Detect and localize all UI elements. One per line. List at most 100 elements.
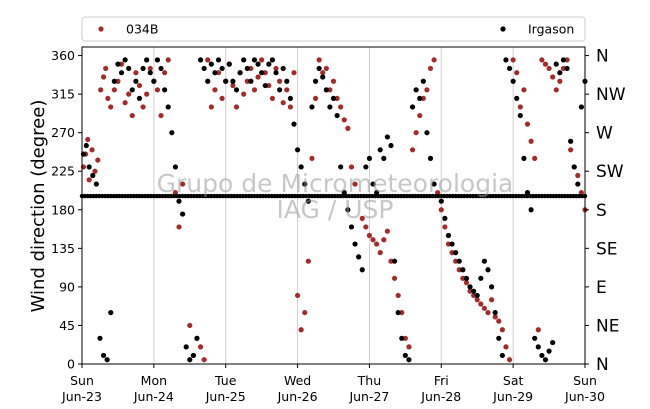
point-irgason-1-29 [183, 344, 189, 350]
point-034b-0-52 [262, 70, 268, 76]
point-irgason-1-55 [277, 87, 283, 93]
point-034b-0-100 [438, 207, 444, 213]
point-034b-0-76 [348, 164, 355, 170]
point-irgason-1-111 [481, 258, 487, 264]
point-034b-0-22 [147, 65, 153, 72]
legend-box [81, 16, 586, 42]
compass-axis: N NE E SE S SW W NW N [585, 47, 626, 375]
point-034b-0-72 [334, 95, 340, 102]
y-tick-label-135: 135 [51, 241, 75, 256]
point-irgason-1-39 [219, 65, 225, 72]
point-irgason-1-136 [571, 164, 577, 170]
point-034b-0-67 [316, 57, 322, 63]
point-irgason-1-19 [147, 70, 153, 76]
point-irgason-1-96 [424, 130, 430, 136]
x-tick-label-day-2: Tue [214, 373, 237, 388]
point-irgason-1-134 [564, 65, 570, 72]
point-034b-0-40 [219, 95, 225, 102]
x-tick-label-day-6: Sat [503, 373, 524, 388]
point-irgason-1-108 [471, 288, 477, 294]
point-034b-0-58 [284, 87, 290, 93]
point-034b-0-122 [517, 104, 523, 110]
point-034b-0-109 [471, 292, 477, 299]
point-034b-0-4 [89, 147, 95, 153]
point-034b-0-138 [575, 172, 581, 179]
point-034b-0-108 [467, 288, 473, 294]
x-tick-label-day-4: Thu [357, 373, 381, 388]
point-034b-0-105 [456, 267, 462, 273]
point-irgason-1-52 [266, 61, 272, 67]
point-034b-0-13 [115, 78, 121, 84]
point-irgason-1-122 [521, 155, 527, 161]
point-irgason-1-109 [474, 292, 480, 299]
point-034b-0-78 [359, 215, 365, 221]
point-irgason-1-95 [420, 78, 426, 84]
point-034b-0-89 [399, 309, 405, 316]
point-034b-0-81 [370, 237, 376, 243]
point-irgason-1-124 [528, 207, 534, 213]
point-034b-0-90 [402, 335, 408, 341]
point-irgason-1-3 [90, 172, 96, 179]
point-034b-0-44 [233, 104, 240, 110]
point-034b-0-29 [176, 224, 182, 230]
point-034b-0-61 [294, 292, 301, 299]
point-034b-0-97 [427, 65, 434, 72]
point-irgason-1-4 [93, 181, 99, 187]
point-irgason-1-18 [144, 57, 150, 63]
point-irgason-1-2 [86, 164, 92, 170]
point-irgason-1-53 [269, 57, 276, 63]
point-irgason-1-62 [302, 181, 308, 187]
point-irgason-1-131 [553, 61, 559, 67]
compass-label-w-6: W [596, 124, 613, 144]
point-irgason-1-106 [463, 275, 470, 281]
point-irgason-1-16 [136, 95, 143, 102]
x-tick-label-day-3: Wed [284, 373, 311, 388]
point-irgason-1-31 [190, 352, 196, 359]
point-034b-0-94 [417, 112, 423, 119]
point-irgason-1-88 [395, 309, 401, 316]
point-irgason-1-66 [316, 65, 322, 72]
x-tick-label-day-0: Sun [70, 373, 94, 388]
point-034b-0-51 [259, 57, 265, 63]
point-034b-0-15 [122, 100, 128, 106]
point-irgason-1-36 [208, 61, 214, 67]
point-irgason-1-78 [359, 267, 365, 273]
point-irgason-1-34 [201, 65, 207, 72]
point-034b-0-127 [535, 327, 541, 333]
point-irgason-1-46 [244, 65, 250, 72]
point-034b-0-88 [395, 292, 401, 299]
point-irgason-1-72 [338, 164, 344, 170]
point-irgason-1-68 [323, 87, 329, 93]
point-034b-0-27 [165, 57, 171, 63]
point-irgason-1-104 [456, 258, 462, 264]
point-irgason-1-97 [427, 155, 434, 161]
watermark: Grupo de Micrometeorologia IAG / USP [157, 169, 514, 224]
point-034b-0-46 [241, 91, 247, 97]
point-irgason-1-57 [284, 78, 290, 84]
point-irgason-1-135 [568, 138, 574, 144]
point-irgason-1-27 [176, 198, 182, 204]
point-irgason-1-102 [449, 241, 455, 247]
point-034b-0-57 [280, 100, 286, 106]
x-tick-label-date-6: Jun-29 [492, 389, 533, 404]
point-034b-0-110 [474, 297, 480, 303]
point-034b-0-124 [524, 121, 531, 127]
x-tick-label-date-3: Jun-26 [277, 389, 318, 404]
point-034b-0-123 [521, 87, 527, 93]
point-034b-0-116 [496, 318, 502, 324]
point-034b-0-21 [144, 91, 150, 97]
point-034b-0-65 [309, 155, 315, 161]
point-034b-0-118 [503, 344, 509, 350]
point-034b-0-5 [92, 168, 98, 174]
point-034b-0-80 [366, 232, 373, 239]
point-irgason-1-13 [126, 65, 132, 72]
plot-area-frame [81, 46, 586, 365]
point-irgason-1-99 [438, 198, 444, 204]
point-034b-0-85 [384, 228, 390, 234]
point-034b-0-126 [532, 155, 538, 161]
y-tick-label-180: 180 [51, 202, 75, 217]
point-034b-0-20 [140, 104, 146, 110]
point-irgason-1-84 [381, 155, 387, 161]
point-034b-0-131 [550, 74, 556, 80]
y-axis: 0 45 90 135 180 225 270 315 360 [51, 48, 82, 372]
